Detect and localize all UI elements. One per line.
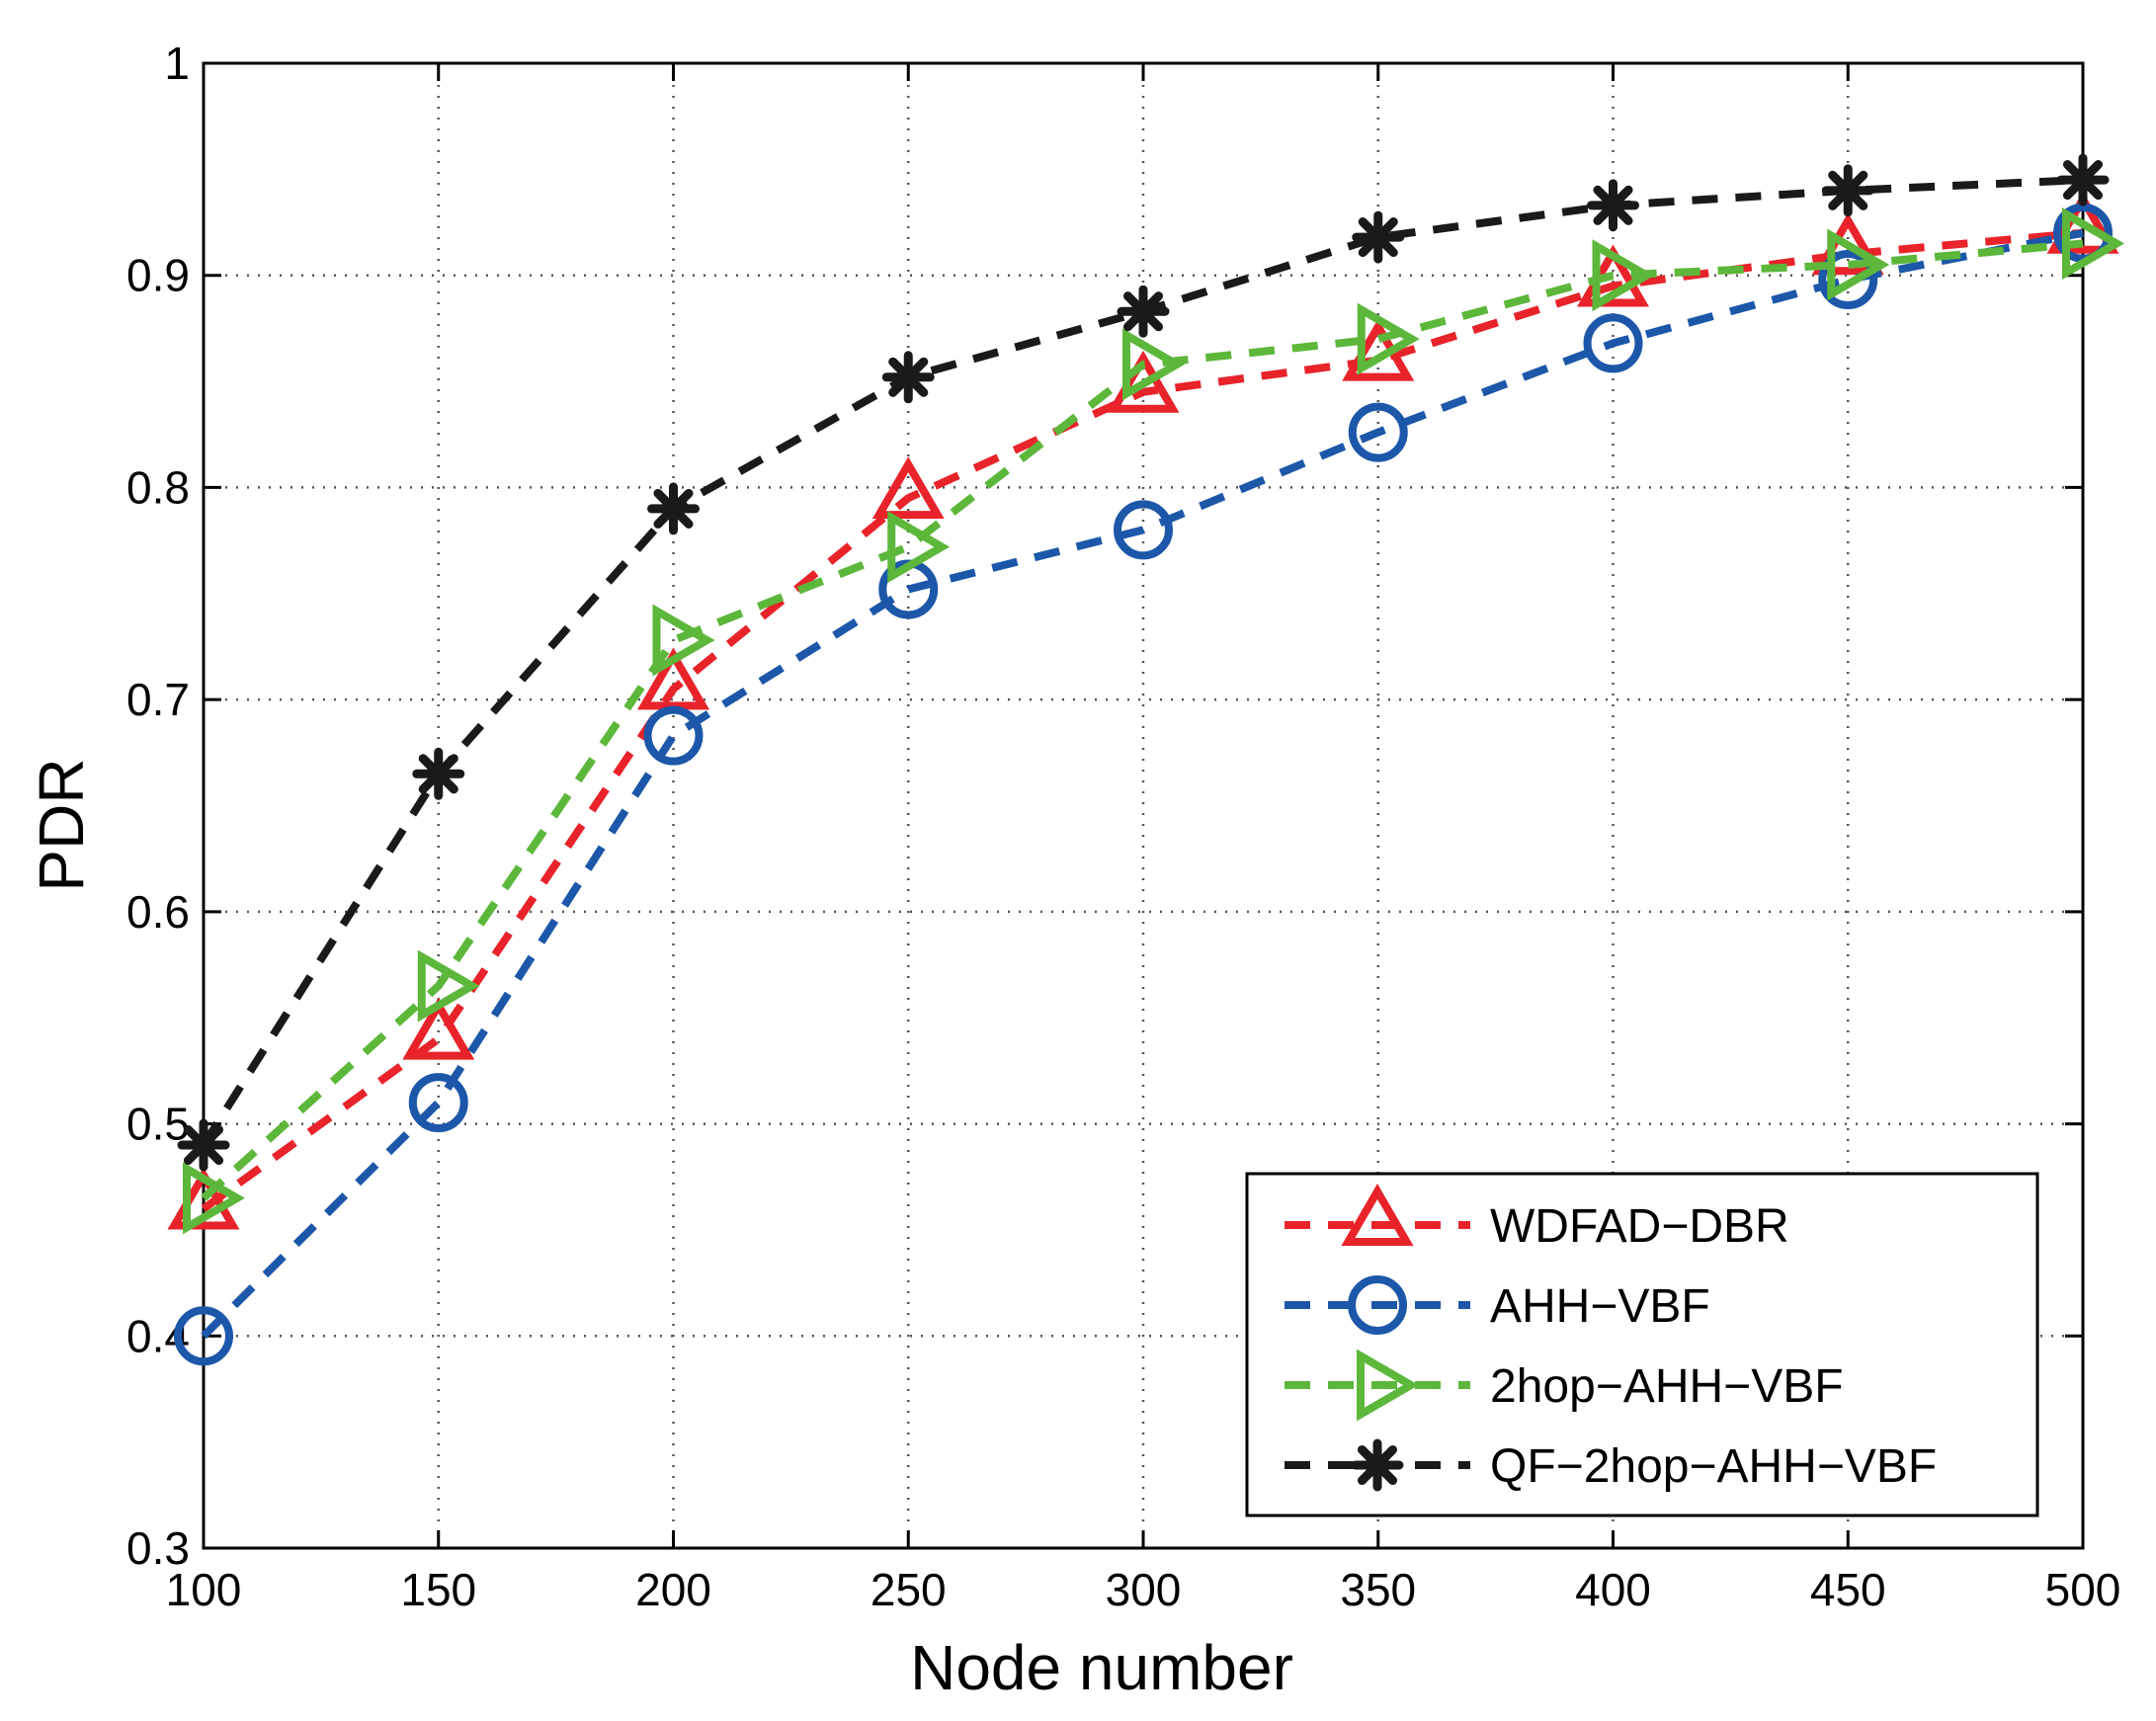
x-tick-label: 500 — [2045, 1564, 2121, 1615]
data-point-marker — [1587, 179, 1639, 232]
series — [167, 153, 2124, 1366]
legend-label: QF−2hop−AHH−VBF — [1490, 1440, 1937, 1493]
legend-entry: QF−2hop−AHH−VBF — [1285, 1438, 1937, 1493]
data-point-marker — [402, 997, 475, 1060]
x-tick-label: 250 — [871, 1564, 947, 1615]
data-point-marker — [881, 351, 935, 404]
y-tick-label: 0.3 — [126, 1522, 190, 1574]
data-point-marker — [1592, 239, 1655, 312]
x-axis-label: Node number — [910, 1632, 1293, 1703]
data-point-marker — [1352, 210, 1405, 264]
data-point-marker — [1122, 328, 1185, 401]
legend-entry: 2hop−AHH−VBF — [1285, 1349, 1844, 1422]
data-point-marker — [1357, 302, 1420, 375]
x-tick-label: 400 — [1575, 1564, 1651, 1615]
data-point-marker — [1818, 250, 1878, 310]
axes: 100 150 200 250 300 350 400 450 5000.30.40.50.60… — [126, 38, 2120, 1615]
data-point-marker — [417, 949, 480, 1023]
data-point-marker — [871, 456, 945, 520]
data-point-marker — [412, 747, 465, 800]
legend-entry: AHH−VBF — [1285, 1275, 1710, 1335]
data-point-marker — [177, 1118, 230, 1172]
data-point-marker — [2062, 206, 2124, 281]
x-tick-label: 200 — [635, 1564, 711, 1615]
legend-label: AHH−VBF — [1490, 1280, 1710, 1333]
y-axis-label: PDR — [26, 758, 97, 891]
y-tick-label: 0.6 — [126, 886, 190, 938]
data-point-marker — [1827, 228, 1890, 301]
legend-marker — [1351, 1438, 1404, 1492]
legend-marker — [1357, 1349, 1419, 1422]
legend-marker — [1341, 1184, 1414, 1246]
series-line — [201, 228, 2084, 1340]
data-point-marker — [174, 1306, 233, 1366]
series-2 — [183, 206, 2124, 1235]
legend-label: 2hop−AHH−VBF — [1490, 1360, 1844, 1413]
data-point-marker — [408, 1073, 468, 1133]
x-tick-label: 300 — [1106, 1564, 1182, 1615]
series-line — [201, 239, 2084, 1201]
data-point-marker — [1821, 164, 1874, 217]
series-3 — [177, 153, 2110, 1172]
y-tick-label: 0.8 — [126, 461, 190, 513]
y-tick-label: 1 — [164, 38, 190, 89]
data-point-marker — [643, 705, 704, 766]
data-point-marker — [1114, 500, 1173, 560]
data-point-marker — [887, 511, 951, 584]
data-point-marker — [183, 1162, 245, 1235]
data-point-marker — [1348, 402, 1408, 462]
y-tick-label: 0.5 — [126, 1099, 190, 1150]
series-1 — [174, 203, 2113, 1366]
x-tick-label: 100 — [166, 1564, 242, 1615]
x-tick-label: 150 — [400, 1564, 476, 1615]
legend: WDFAD−DBR AHH−VBF 2hop−AHH−VBF QF−2hop−AHH−… — [1245, 1172, 2039, 1517]
data-point-marker — [636, 647, 710, 710]
y-tick-label: 0.7 — [126, 674, 190, 725]
data-point-marker — [647, 482, 700, 535]
data-point-marker — [2056, 153, 2110, 206]
y-tick-label: 0.9 — [126, 250, 190, 301]
legend-label: WDFAD−DBR — [1490, 1200, 1789, 1253]
data-point-marker — [1117, 285, 1170, 338]
data-point-marker — [652, 604, 715, 677]
legend-entry: WDFAD−DBR — [1285, 1184, 1789, 1253]
x-tick-label: 450 — [1810, 1564, 1886, 1615]
x-tick-label: 350 — [1340, 1564, 1416, 1615]
legend-marker — [1348, 1275, 1407, 1335]
data-point-marker — [1583, 313, 1643, 373]
